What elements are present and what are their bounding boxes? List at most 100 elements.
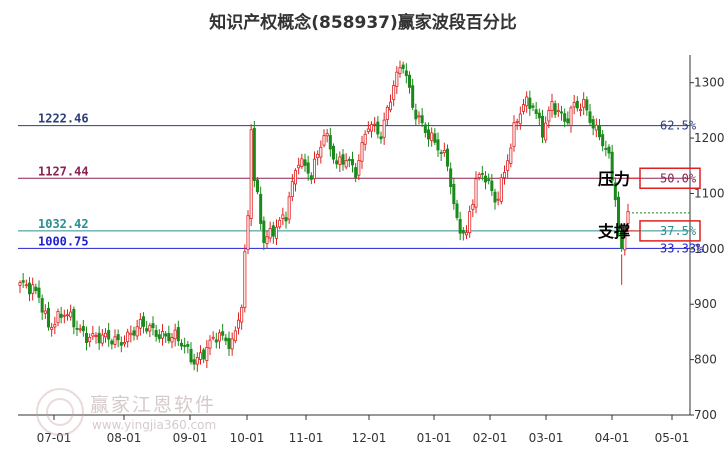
candle-body <box>369 124 374 132</box>
candle-body <box>78 328 82 331</box>
candle-body <box>610 151 614 181</box>
candle <box>300 153 304 169</box>
x-tick-label: 09-01 <box>173 431 208 445</box>
candle <box>31 277 35 301</box>
candle-body <box>433 133 437 143</box>
candle <box>442 142 446 157</box>
candle <box>43 304 47 319</box>
candle <box>597 118 602 141</box>
candle <box>224 334 228 346</box>
candle-body <box>430 132 434 141</box>
candle <box>91 325 95 340</box>
candle <box>141 312 146 334</box>
candle <box>544 116 548 144</box>
candle-body <box>512 122 516 147</box>
candle-body <box>354 167 358 179</box>
candle <box>433 128 437 146</box>
level-pct-label: 50.0% <box>660 171 697 185</box>
candle <box>278 216 282 230</box>
candle <box>297 157 301 175</box>
candle-body <box>300 158 304 167</box>
candle <box>249 124 253 226</box>
candle <box>420 108 424 127</box>
candle <box>350 151 355 173</box>
candle-body <box>62 314 66 317</box>
candle-body <box>170 337 174 343</box>
candle <box>271 221 275 244</box>
candle <box>458 211 462 241</box>
candle <box>176 320 180 346</box>
candle <box>531 103 535 112</box>
candle <box>338 151 342 173</box>
candle-body <box>290 181 294 197</box>
candle-body <box>157 334 161 340</box>
y-tick-label: 800 <box>694 353 717 367</box>
candle-body <box>227 338 231 349</box>
candle-body <box>278 219 282 228</box>
candle <box>97 326 101 350</box>
candle <box>274 219 279 246</box>
candle-body <box>604 148 608 150</box>
candle-body <box>249 129 253 219</box>
candle-body <box>509 147 513 164</box>
x-tick-label: 04-01 <box>595 431 630 445</box>
candle <box>464 225 469 239</box>
y-tick-label: 1100 <box>694 186 725 200</box>
candle-body <box>31 284 35 294</box>
candle <box>312 151 317 184</box>
candle-body <box>445 148 450 167</box>
chart-title: 知识产权概念(858937)赢家波段百分比 <box>209 13 517 33</box>
candle-body <box>502 171 507 179</box>
x-tick-label: 10-01 <box>230 431 265 445</box>
candle-body <box>468 211 472 234</box>
candle-body <box>341 154 345 165</box>
candle-body <box>366 128 370 132</box>
candle-body <box>59 313 63 318</box>
candle <box>246 210 250 254</box>
candle-body <box>582 98 586 108</box>
candle-body <box>461 230 465 234</box>
candle-body <box>534 109 538 115</box>
candle-body <box>518 113 522 125</box>
candle-body <box>65 314 70 317</box>
candle-body <box>373 123 377 126</box>
candle <box>366 121 370 134</box>
candle <box>623 223 627 256</box>
candle-body <box>490 180 494 192</box>
candle <box>388 94 393 113</box>
candle-body <box>360 142 364 162</box>
candle <box>616 191 621 237</box>
candle-body <box>531 105 535 108</box>
candle <box>483 171 488 190</box>
candle-body <box>176 327 180 342</box>
candle <box>411 78 415 110</box>
candle-body <box>103 332 108 338</box>
candle <box>78 324 82 333</box>
candle <box>132 326 136 341</box>
candle <box>46 301 51 331</box>
candle <box>610 144 614 184</box>
candle <box>138 313 142 336</box>
candle-body <box>21 280 25 283</box>
candle-body <box>271 225 275 237</box>
candle <box>281 207 285 225</box>
candle-body <box>224 337 228 342</box>
candle <box>563 108 567 128</box>
candle <box>157 329 161 343</box>
candle-body <box>575 100 579 109</box>
candle <box>518 106 522 130</box>
candle-body <box>221 331 225 336</box>
candle <box>414 103 418 126</box>
candle <box>303 153 307 172</box>
candle <box>559 105 564 121</box>
level-value-label: 1000.75 <box>38 234 89 248</box>
candle <box>613 177 617 207</box>
candle <box>230 332 234 356</box>
candle <box>81 319 85 337</box>
candle-body <box>46 307 51 328</box>
level-value-label: 1032.42 <box>38 217 89 231</box>
candle <box>65 309 70 321</box>
candle-body <box>620 230 624 249</box>
candle-body <box>540 115 545 138</box>
candle <box>24 279 28 289</box>
